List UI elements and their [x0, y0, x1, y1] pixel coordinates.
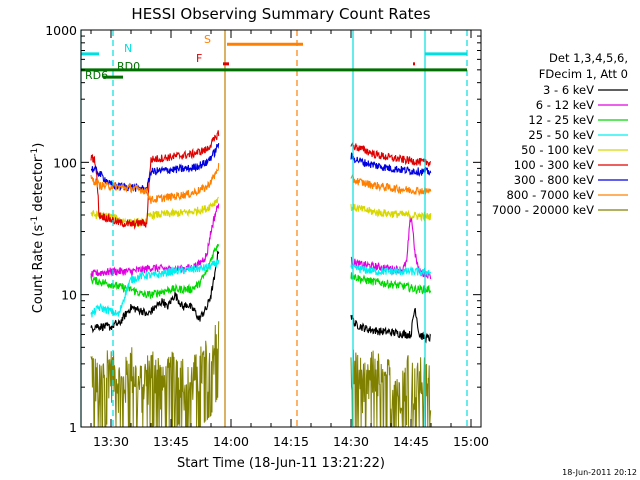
series-300-800-kev	[90, 143, 432, 195]
annotation-layer: N SF RD0 RD6	[80, 30, 468, 427]
series-50-100-kev-segment-1	[90, 196, 219, 228]
legend-item-6-12-kev: 6 - 12 keV	[536, 98, 628, 112]
x-axis-ticks: 13:30 13:45 14:00 14:15 14:30 14:45 15:00	[90, 30, 489, 449]
x-tick-label-13-30: 13:30	[93, 434, 129, 449]
series-3-6-kev-segment-2	[350, 307, 432, 344]
y-tick-label-1000: 1000	[45, 23, 77, 38]
x-axis-label: Start Time (18-Jun-11 13:21:22)	[177, 456, 385, 471]
series-50-100-kev	[90, 196, 432, 228]
series-3-6-kev	[90, 250, 432, 344]
y-tick-label-10: 10	[61, 288, 77, 303]
plot-area: N SF RD0 RD6 13:30 13:45 14:00 14:15 14:30 14:45…	[45, 23, 489, 449]
legend-label: 12 - 25 keV	[528, 113, 594, 127]
rd0-label: RD0	[117, 60, 140, 73]
legend-label: 800 - 7000 keV	[506, 188, 594, 202]
series-800-7000-kev-segment-2	[350, 174, 432, 197]
legend: Det 1,3,4,5,6, FDecim 1, Att 0 3 - 6 keV…	[492, 51, 628, 217]
series-800-7000-kev	[90, 162, 432, 204]
series-6-12-kev-segment-1	[90, 203, 220, 279]
series-25-50-kev	[90, 259, 432, 318]
x-tick-label-15-00: 15:00	[453, 434, 489, 449]
series-3-6-kev-segment-1	[90, 250, 220, 334]
x-tick-label-14-15: 14:15	[273, 434, 309, 449]
x-tick-label-14-30: 14:30	[333, 434, 369, 449]
f-label: F	[196, 52, 202, 65]
y-tick-label-1: 1	[69, 420, 77, 435]
series-7000-20000-kev-segment-2	[350, 349, 432, 428]
legend-label: 3 - 6 keV	[543, 83, 594, 97]
series-300-800-kev-segment-1	[90, 143, 220, 195]
legend-item-300-800-kev: 300 - 800 keV	[514, 173, 628, 187]
s-label: S	[204, 33, 211, 46]
plot-frame	[80, 29, 482, 428]
series-7000-20000-kev	[90, 321, 432, 428]
x-tick-label-14-00: 14:00	[213, 434, 249, 449]
footer-date: 18-Jun-2011 20:12	[562, 468, 637, 477]
legend-label: 25 - 50 keV	[528, 128, 594, 142]
series-12-25-kev	[90, 243, 432, 299]
series-800-7000-kev-segment-1	[90, 162, 220, 204]
legend-item-50-100-kev: 50 - 100 keV	[521, 143, 628, 157]
series-25-50-kev-segment-2	[350, 263, 432, 277]
n-label: N	[124, 42, 132, 55]
series-300-800-kev-segment-2	[350, 152, 432, 177]
legend-label: 100 - 300 keV	[514, 158, 594, 172]
legend-item-3-6-kev: 3 - 6 keV	[543, 83, 628, 97]
rd6-label: RD6	[85, 69, 108, 82]
legend-item-100-300-kev: 100 - 300 keV	[514, 158, 628, 172]
series-7000-20000-kev-segment-1	[90, 321, 220, 428]
x-tick-label-14-45: 14:45	[393, 434, 429, 449]
series-layer	[90, 130, 432, 428]
chart-title: HESSI Observing Summary Count Rates	[131, 5, 430, 23]
series-100-300-kev-segment-2	[350, 141, 432, 167]
y-axis-ticks: 1 10 100 1000	[45, 23, 481, 435]
legend-item-800-7000-kev: 800 - 7000 keV	[506, 188, 628, 202]
y-tick-label-100: 100	[53, 155, 77, 170]
legend-header-line-1: Det 1,3,4,5,6,	[549, 51, 628, 65]
legend-header-line-2: FDecim 1, Att 0	[539, 67, 628, 81]
legend-item-25-50-kev: 25 - 50 keV	[528, 128, 628, 142]
legend-label: 50 - 100 keV	[521, 143, 594, 157]
legend-label: 6 - 12 keV	[536, 98, 594, 112]
legend-item-7000-20000-kev: 7000 - 20000 keV	[492, 203, 628, 217]
legend-label: 7000 - 20000 keV	[492, 203, 594, 217]
legend-item-12-25-kev: 12 - 25 keV	[528, 113, 628, 127]
series-100-300-kev	[90, 130, 432, 230]
series-25-50-kev-segment-1	[90, 259, 220, 318]
series-12-25-kev-segment-2	[350, 272, 432, 295]
series-50-100-kev-segment-2	[350, 203, 432, 223]
legend-label: 300 - 800 keV	[514, 173, 594, 187]
y-axis-label: Count Rate (s-1 detector-1)	[30, 143, 46, 314]
series-12-25-kev-segment-1	[90, 243, 220, 299]
series-100-300-kev-segment-1	[90, 130, 220, 230]
x-tick-label-13-45: 13:45	[153, 434, 189, 449]
